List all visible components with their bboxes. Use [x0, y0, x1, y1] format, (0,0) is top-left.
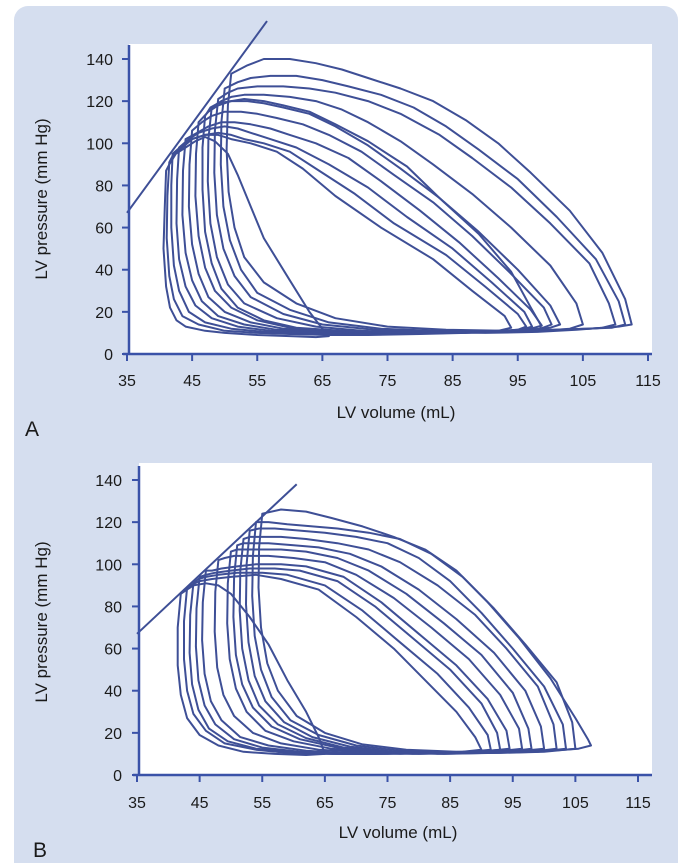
pv-loop — [201, 563, 511, 755]
panel-b-x-axis-title: LV volume (mL) — [339, 823, 458, 842]
pv-loop — [257, 508, 592, 753]
y-tick-label: 0 — [104, 347, 113, 364]
x-tick-label: 65 — [313, 373, 331, 390]
panel-a-loops — [126, 20, 633, 339]
y-tick-label: 80 — [104, 599, 122, 616]
panel-b-y-axis-title: LV pressure (mm Hg) — [32, 541, 51, 702]
panel-b: 0 20 40 60 80 100 120 140 35 45 55 65 75 85 95 105 115 L… — [32, 463, 652, 862]
panel-a-y-axis-title: LV pressure (mm Hg) — [32, 118, 51, 279]
pv-loop — [213, 85, 617, 334]
x-tick-label: 75 — [379, 795, 397, 812]
x-tick-label: 105 — [570, 373, 597, 390]
y-tick-label: 60 — [95, 221, 113, 238]
x-tick-label: 55 — [248, 373, 266, 390]
panel-b-letter: B — [33, 839, 47, 862]
pv-loop — [225, 58, 633, 332]
y-tick-label: 0 — [113, 768, 122, 785]
y-tick-label: 20 — [104, 726, 122, 743]
x-tick-label: 95 — [504, 795, 522, 812]
x-tick-label: 115 — [635, 373, 661, 390]
x-tick-label: 45 — [191, 795, 209, 812]
x-tick-label: 45 — [183, 373, 201, 390]
pv-loop — [232, 542, 546, 755]
y-tick-label: 140 — [95, 473, 122, 490]
y-tick-label: 120 — [86, 94, 113, 111]
x-tick-label: 35 — [118, 373, 136, 390]
y-tick-label: 40 — [104, 684, 122, 701]
pv-loop — [181, 121, 543, 334]
pv-loop — [175, 125, 534, 335]
pv-loop — [201, 98, 542, 334]
pv-loop — [219, 74, 627, 333]
panel-a-letter: A — [25, 418, 39, 441]
y-tick-label: 120 — [95, 515, 122, 532]
pv-loop — [213, 554, 524, 755]
pv-loop — [176, 582, 326, 756]
panel-a-axes: 0 20 40 60 80 100 120 140 35 45 55 65 75 85 95 105 115 — [86, 45, 661, 390]
x-tick-label: 55 — [253, 795, 271, 812]
pv-loop — [165, 133, 513, 336]
panel-b-plot-area — [139, 463, 652, 775]
panel-a-x-axis-title: LV volume (mL) — [337, 403, 456, 422]
pv-loop — [238, 535, 558, 755]
x-tick-label: 65 — [316, 795, 334, 812]
panel-b-loops — [136, 483, 592, 756]
x-tick-label: 105 — [562, 795, 589, 812]
x-tick-label: 85 — [444, 373, 462, 390]
y-tick-label: 100 — [95, 557, 122, 574]
pv-loop — [194, 100, 562, 334]
y-tick-label: 40 — [95, 263, 113, 280]
pv-loop — [187, 110, 553, 334]
x-tick-label: 95 — [509, 373, 527, 390]
x-tick-label: 85 — [441, 795, 459, 812]
y-tick-label: 140 — [86, 52, 113, 69]
y-tick-label: 60 — [104, 642, 122, 659]
x-tick-label: 115 — [625, 795, 651, 812]
espvr-line — [126, 20, 268, 214]
espvr-line — [136, 483, 298, 635]
x-tick-label: 75 — [379, 373, 397, 390]
pv-loop — [170, 131, 528, 335]
panel-a: 0 20 40 60 80 100 120 140 35 45 55 65 75 85 95 105 115 L… — [25, 20, 661, 441]
pv-loop — [226, 548, 533, 755]
y-tick-label: 100 — [86, 136, 113, 153]
x-tick-label: 35 — [128, 795, 146, 812]
panel-b-axes: 0 20 40 60 80 100 120 140 35 45 55 65 75 85 95 105 115 — [95, 466, 652, 812]
pv-loop — [206, 93, 584, 334]
y-tick-label: 80 — [95, 178, 113, 195]
y-tick-label: 20 — [95, 305, 113, 322]
